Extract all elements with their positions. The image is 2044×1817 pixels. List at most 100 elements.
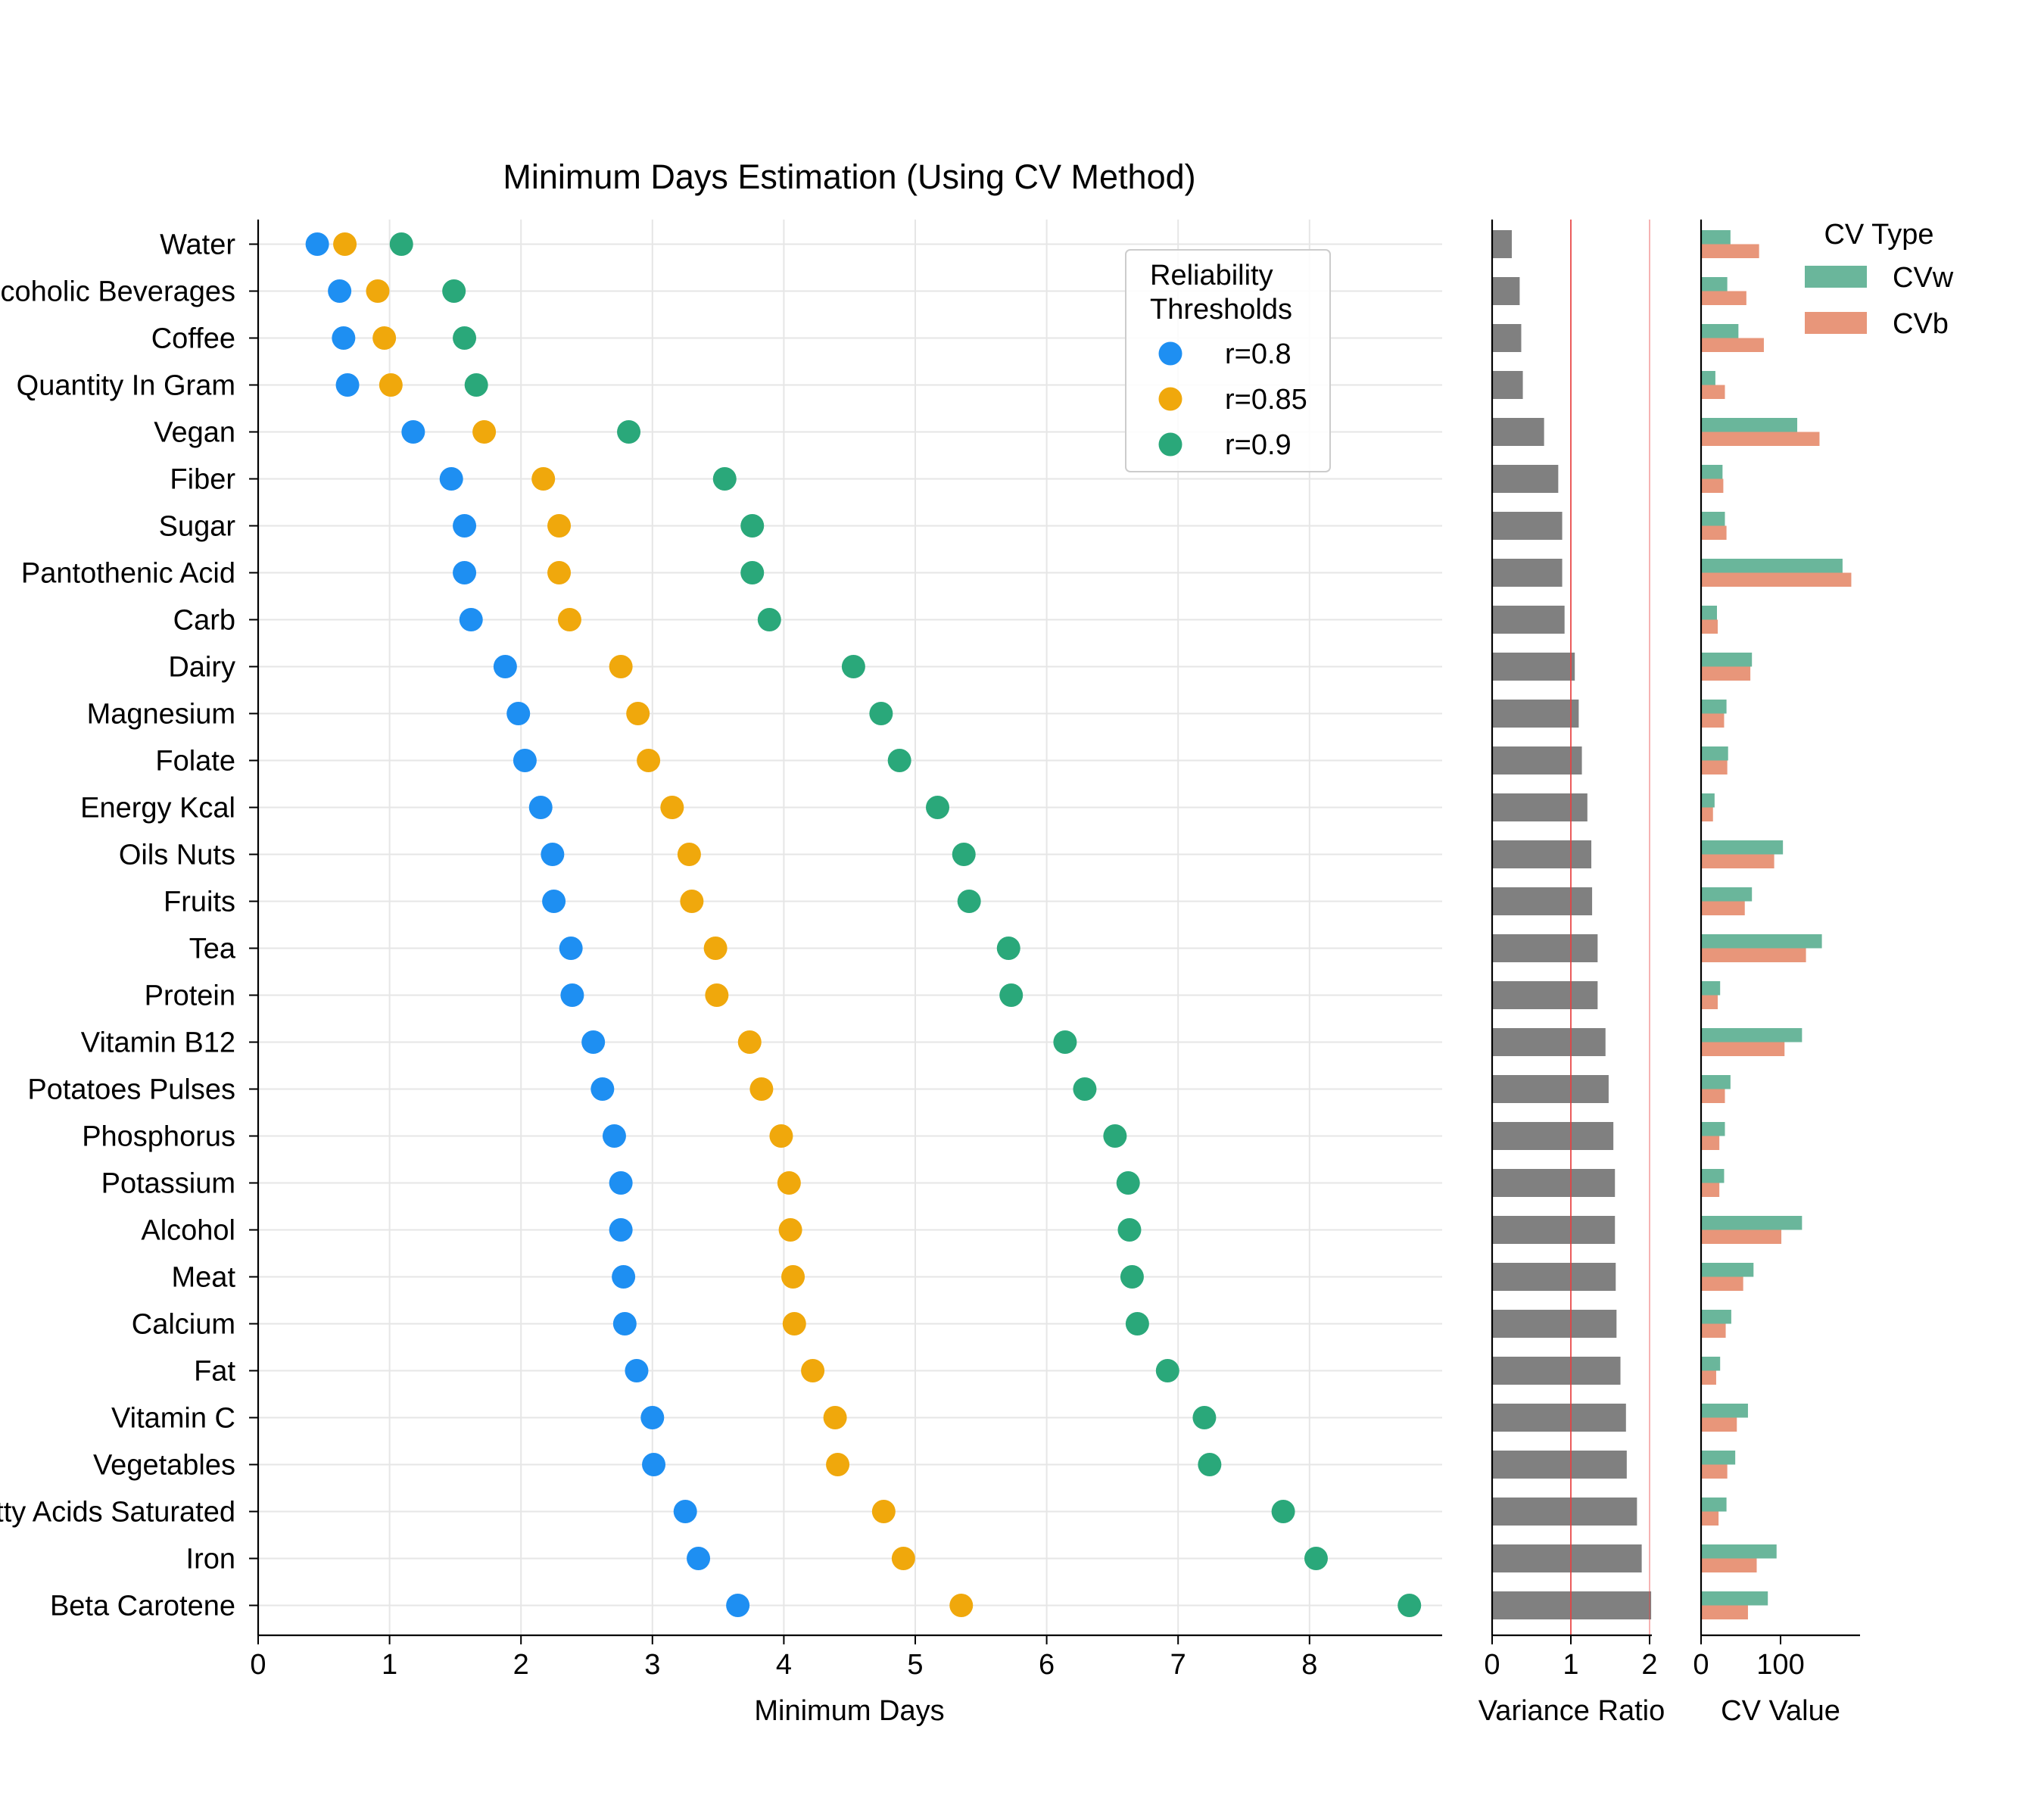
point-r-0-9-magnesium xyxy=(869,702,893,725)
cv-bar-cvb-vitamin-c xyxy=(1701,1417,1737,1432)
point-r-0-8-meat xyxy=(612,1265,636,1289)
cv-bar-cvw-magnesium xyxy=(1701,700,1727,714)
cv-bar-cvw-non-alcoholic-beverages xyxy=(1701,277,1728,291)
variance-ratio-x-axis-label: Variance Ratio xyxy=(1478,1695,1665,1727)
point-r-0-85-phosphorus xyxy=(769,1124,793,1148)
cv-bar-cvb-folate xyxy=(1701,760,1728,774)
point-r-0-8-oils-nuts xyxy=(541,843,565,866)
point-r-0-85-fruits xyxy=(680,890,704,913)
point-r-0-85-fiber xyxy=(531,467,556,491)
point-r-0-8-quantity-in-gram xyxy=(335,373,360,397)
series-r-0-9 xyxy=(389,232,1422,1617)
cv-value-bars xyxy=(1701,230,1852,1619)
point-r-0-8-fatty-acids-saturated xyxy=(673,1500,697,1523)
variance-bar-iron xyxy=(1492,1544,1642,1572)
variance-bar-coffee xyxy=(1492,324,1522,352)
point-r-0-8-calcium xyxy=(612,1312,637,1335)
min-days-x-tick-label: 6 xyxy=(1039,1649,1055,1681)
variance-bar-potassium xyxy=(1492,1169,1616,1197)
point-r-0-8-vegan xyxy=(401,420,425,444)
point-r-0-9-vitamin-c xyxy=(1192,1406,1217,1429)
category-label-beta-carotene: Beta Carotene xyxy=(50,1591,235,1622)
point-r-0-85-vegan xyxy=(472,420,497,444)
cv-bar-cvw-carb xyxy=(1701,606,1717,620)
category-label-carb: Carb xyxy=(173,605,235,637)
cv-bar-cvw-calcium xyxy=(1701,1310,1731,1324)
point-r-0-8-protein xyxy=(560,983,584,1007)
point-r-0-85-non-alcoholic-beverages xyxy=(366,279,390,303)
cv-bar-cvw-oils-nuts xyxy=(1701,840,1784,855)
cv-bar-cvb-vegan xyxy=(1701,432,1820,446)
cv-bar-cvw-fat xyxy=(1701,1357,1721,1371)
point-r-0-8-fat xyxy=(625,1359,649,1382)
point-r-0-85-fat xyxy=(801,1359,825,1382)
variance-ratio-bars xyxy=(1492,230,1652,1619)
cv-type-legend: CV Type CVw CVb xyxy=(1805,219,1954,340)
point-r-0-9-fruits xyxy=(957,890,981,913)
category-label-protein: Protein xyxy=(145,980,235,1012)
cv-bar-cvw-vitamin-c xyxy=(1701,1404,1748,1418)
category-label-energy-kcal: Energy Kcal xyxy=(80,793,235,824)
variance-bar-tea xyxy=(1492,934,1598,962)
category-label-dairy: Dairy xyxy=(168,652,235,684)
legend-marker-r-0-85 xyxy=(1158,387,1182,411)
point-r-0-8-vegetables xyxy=(642,1453,666,1476)
series-r-0-85 xyxy=(333,232,974,1617)
point-r-0-8-alcohol xyxy=(609,1218,633,1242)
cv-bar-cvw-water xyxy=(1701,230,1731,245)
cv-bar-cvb-alcohol xyxy=(1701,1230,1782,1244)
chart-title-text: Minimum Days Estimation (Using CV Method… xyxy=(503,157,1195,196)
point-r-0-85-tea xyxy=(703,937,728,960)
cv-bar-cvw-fruits xyxy=(1701,887,1753,902)
point-r-0-9-vegan xyxy=(617,420,641,444)
point-r-0-8-tea xyxy=(559,937,583,960)
cv-bar-cvb-fruits xyxy=(1701,901,1745,915)
point-r-0-85-iron xyxy=(891,1547,915,1570)
category-label-potassium: Potassium xyxy=(101,1168,235,1200)
point-r-0-9-iron xyxy=(1304,1547,1328,1570)
reliability-legend-items: r=0.8 r=0.85 r=0.9 xyxy=(1158,338,1307,461)
point-r-0-85-quantity-in-gram xyxy=(379,373,403,397)
variance-bar-calcium xyxy=(1492,1310,1617,1338)
cv-bar-cvw-potassium xyxy=(1701,1169,1725,1183)
legend-label-r-0-85: r=0.85 xyxy=(1225,384,1307,416)
variance-bar-beta-carotene xyxy=(1492,1591,1652,1619)
cv-bar-cvb-non-alcoholic-beverages xyxy=(1701,291,1746,305)
variance-x-tick-label: 1 xyxy=(1563,1649,1578,1681)
variance-bar-vegan xyxy=(1492,418,1544,446)
min-days-x-tick-label: 1 xyxy=(382,1649,397,1681)
point-r-0-9-water xyxy=(389,232,413,256)
cv-bar-cvb-fatty-acids-saturated xyxy=(1701,1511,1719,1526)
cv-bar-cvb-fat xyxy=(1701,1370,1716,1385)
point-r-0-85-sugar xyxy=(547,514,572,538)
point-r-0-85-alcohol xyxy=(778,1218,802,1242)
category-label-fat: Fat xyxy=(194,1356,235,1388)
cv-bar-cvb-coffee xyxy=(1701,338,1764,352)
cv-bar-cvb-quantity-in-gram xyxy=(1701,385,1725,399)
reliability-legend-title-line2: Thresholds xyxy=(1150,294,1292,326)
cv-series-cvb xyxy=(1701,244,1852,1619)
point-r-0-9-carb xyxy=(757,608,781,631)
category-label-vegetables: Vegetables xyxy=(93,1450,235,1482)
variance-bar-fat xyxy=(1492,1357,1621,1385)
cv-type-legend-title: CV Type xyxy=(1824,219,1933,251)
cv-bar-cvb-oils-nuts xyxy=(1701,854,1774,868)
category-label-folate: Folate xyxy=(155,746,235,778)
point-r-0-9-energy-kcal xyxy=(926,796,950,819)
cv-x-tick-label: 0 xyxy=(1693,1649,1709,1681)
point-r-0-8-carb xyxy=(459,608,483,631)
category-label-alcohol: Alcohol xyxy=(141,1215,235,1247)
point-r-0-8-water xyxy=(305,232,329,256)
legend-marker-r-0-8 xyxy=(1158,341,1182,366)
variance-bar-fiber xyxy=(1492,465,1559,493)
point-r-0-9-phosphorus xyxy=(1103,1124,1127,1148)
point-r-0-9-folate xyxy=(887,749,911,772)
category-label-tea: Tea xyxy=(189,933,236,965)
cv-value-x-ticks: 0 100 xyxy=(1693,1635,1805,1681)
legend-marker-r-0-9 xyxy=(1158,432,1182,457)
category-label-coffee: Coffee xyxy=(151,323,235,355)
cv-bar-cvb-iron xyxy=(1701,1558,1757,1572)
cv-bar-cvb-protein xyxy=(1701,995,1718,1009)
point-r-0-85-vitamin-b12 xyxy=(737,1030,762,1054)
point-r-0-85-calcium xyxy=(782,1312,806,1335)
